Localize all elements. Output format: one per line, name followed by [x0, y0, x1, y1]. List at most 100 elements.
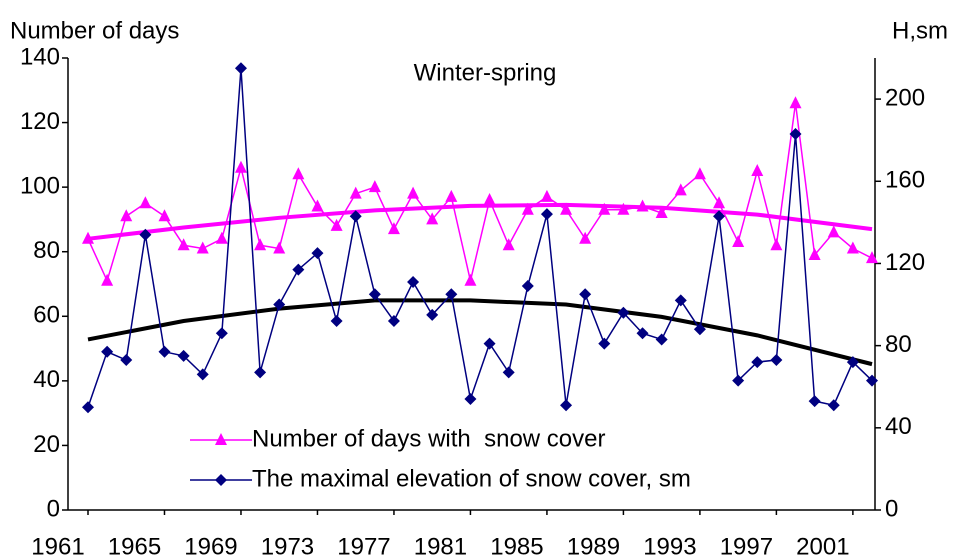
series-line — [87, 103, 873, 283]
data-point — [713, 196, 726, 209]
data-point — [866, 374, 878, 387]
data-point — [426, 308, 439, 321]
data-point — [693, 167, 706, 180]
y2-tick-label: 200 — [885, 84, 925, 111]
data-point — [598, 202, 611, 215]
data-point — [177, 238, 190, 251]
data-point — [732, 235, 745, 248]
x-tick-label: 1961 — [31, 533, 84, 560]
data-point — [808, 395, 821, 408]
x-tick-label: 2001 — [796, 533, 849, 560]
data-point — [770, 354, 783, 367]
y-tick-label: 60 — [33, 302, 60, 329]
data-point — [579, 231, 592, 244]
y-tick-label: 100 — [20, 172, 60, 199]
data-point — [560, 399, 573, 412]
data-point — [426, 212, 439, 225]
data-point — [789, 128, 802, 141]
x-tick-label: 1973 — [261, 533, 314, 560]
data-point — [273, 298, 286, 311]
data-point — [636, 199, 649, 212]
data-point — [254, 366, 267, 379]
y2-tick-label: 120 — [885, 249, 925, 276]
data-point — [732, 374, 745, 387]
data-point — [407, 275, 420, 288]
legend-marker — [215, 474, 227, 486]
y-tick-label: 140 — [20, 43, 60, 70]
data-point — [540, 208, 553, 221]
data-point — [101, 273, 114, 286]
data-point — [674, 294, 687, 307]
data-point — [789, 96, 802, 109]
x-tick-label: 1969 — [184, 533, 237, 560]
data-point — [196, 368, 209, 381]
data-point — [82, 401, 94, 414]
data-point — [139, 196, 152, 209]
data-point — [521, 280, 534, 293]
data-point — [158, 209, 171, 222]
data-point — [445, 288, 458, 301]
data-point — [713, 210, 726, 223]
data-point — [215, 327, 228, 340]
legend-label: Number of days with snow cover — [252, 425, 605, 452]
data-point — [636, 327, 649, 340]
data-point — [387, 314, 400, 327]
data-point — [827, 399, 840, 412]
trend-line — [87, 298, 873, 367]
data-point — [254, 238, 267, 251]
data-point — [273, 241, 286, 254]
data-point — [560, 202, 573, 215]
y2-tick-label: 160 — [885, 167, 925, 194]
data-point — [655, 205, 668, 218]
y-tick-label: 20 — [33, 431, 60, 458]
data-point — [311, 247, 324, 260]
data-point — [234, 62, 247, 75]
y-tick-label: 80 — [33, 237, 60, 264]
data-point — [483, 337, 496, 350]
x-tick-label: 1985 — [490, 533, 543, 560]
trend-line — [87, 202, 873, 241]
data-point — [196, 241, 209, 254]
y-tick-label: 40 — [33, 366, 60, 393]
data-point — [120, 354, 133, 367]
data-point — [407, 186, 420, 199]
data-point — [502, 238, 515, 251]
data-point — [540, 189, 553, 202]
data-point — [751, 356, 764, 369]
data-point — [502, 366, 515, 379]
data-point — [617, 202, 630, 215]
data-point — [292, 263, 305, 276]
data-point — [464, 393, 477, 406]
y-tick-label: 120 — [20, 108, 60, 135]
data-point — [349, 210, 362, 223]
x-tick-label: 1965 — [108, 533, 161, 560]
data-point — [368, 180, 381, 193]
data-point — [617, 306, 630, 319]
data-point — [120, 209, 133, 222]
y2-tick-label: 0 — [885, 495, 898, 522]
data-point — [693, 323, 706, 336]
y-tick-label: 0 — [47, 495, 60, 522]
data-point — [827, 225, 840, 238]
data-point — [866, 251, 878, 264]
data-point — [330, 218, 343, 231]
data-point — [368, 288, 381, 301]
x-tick-label: 1997 — [720, 533, 773, 560]
data-point — [311, 199, 324, 212]
y2-tick-label: 80 — [885, 331, 912, 358]
data-point — [158, 345, 171, 358]
data-point — [330, 314, 343, 327]
data-point — [846, 241, 859, 254]
data-point — [215, 231, 228, 244]
y2-tick-label: 40 — [885, 413, 912, 440]
data-point — [655, 333, 668, 346]
y-axis-label: Number of days — [10, 17, 179, 44]
x-tick-label: 1993 — [643, 533, 696, 560]
data-point — [808, 247, 821, 260]
data-point — [234, 160, 247, 173]
x-tick-label: 1989 — [567, 533, 620, 560]
data-point — [770, 238, 783, 251]
data-point — [292, 167, 305, 180]
data-point — [483, 193, 496, 206]
